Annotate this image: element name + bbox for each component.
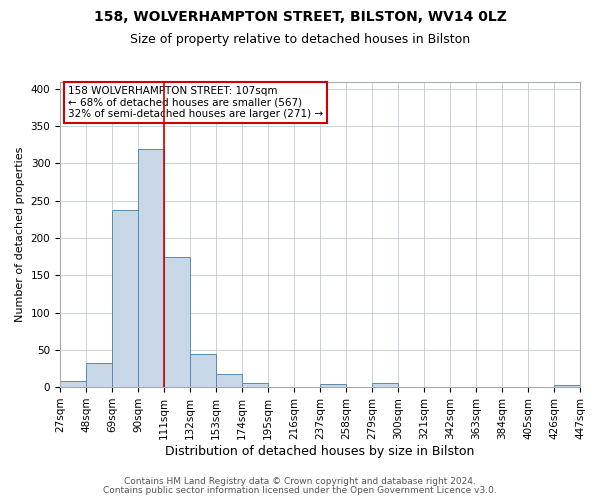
Bar: [138, 148, 164, 387]
Bar: [216, 374, 242, 387]
Bar: [242, 384, 268, 387]
Bar: [86, 363, 112, 387]
Y-axis label: Number of detached properties: Number of detached properties: [15, 146, 25, 322]
Text: 158 WOLVERHAMPTON STREET: 107sqm
← 68% of detached houses are smaller (567)
32% : 158 WOLVERHAMPTON STREET: 107sqm ← 68% o…: [68, 86, 323, 120]
Bar: [320, 384, 346, 387]
Text: Size of property relative to detached houses in Bilston: Size of property relative to detached ho…: [130, 32, 470, 46]
X-axis label: Distribution of detached houses by size in Bilston: Distribution of detached houses by size …: [166, 444, 475, 458]
Bar: [112, 210, 138, 387]
Bar: [554, 385, 580, 387]
Text: Contains public sector information licensed under the Open Government Licence v3: Contains public sector information licen…: [103, 486, 497, 495]
Bar: [60, 381, 86, 387]
Text: 158, WOLVERHAMPTON STREET, BILSTON, WV14 0LZ: 158, WOLVERHAMPTON STREET, BILSTON, WV14…: [94, 10, 506, 24]
Bar: [372, 384, 398, 387]
Text: Contains HM Land Registry data © Crown copyright and database right 2024.: Contains HM Land Registry data © Crown c…: [124, 477, 476, 486]
Bar: [190, 354, 216, 387]
Bar: [164, 256, 190, 387]
